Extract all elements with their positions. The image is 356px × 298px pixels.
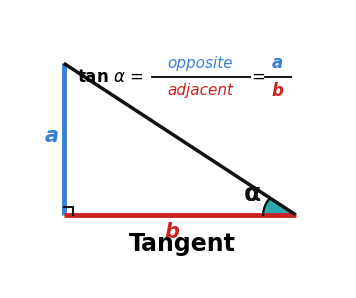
Text: α: α: [244, 182, 261, 206]
Text: b: b: [272, 82, 284, 100]
Text: opposite: opposite: [168, 56, 233, 71]
Text: $\mathbf{tan}$ $\mathit{\alpha}$ =: $\mathbf{tan}$ $\mathit{\alpha}$ =: [77, 68, 144, 86]
Text: =: =: [251, 68, 265, 86]
Text: adjacent: adjacent: [167, 83, 234, 98]
Text: b: b: [164, 222, 179, 242]
Text: Tangent: Tangent: [129, 232, 236, 256]
Text: a: a: [272, 54, 283, 72]
Text: a: a: [44, 125, 58, 146]
Wedge shape: [263, 198, 295, 215]
